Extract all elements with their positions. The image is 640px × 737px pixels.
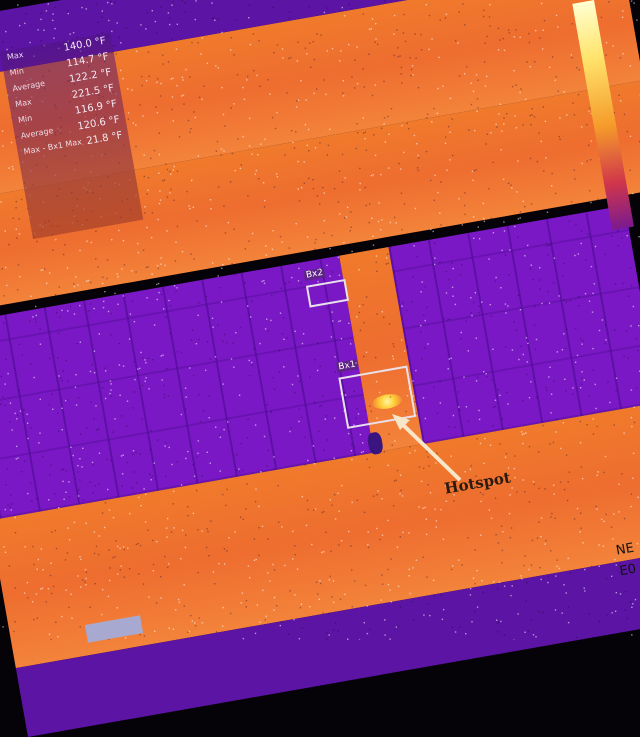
- readout-label: Min: [9, 66, 25, 79]
- readout-value: 21.8 °F: [86, 130, 124, 147]
- corner-line: E0: [618, 559, 639, 583]
- readout-label: Max: [15, 97, 33, 111]
- readout-label: Min: [17, 113, 33, 126]
- readout-label: Max: [6, 50, 24, 64]
